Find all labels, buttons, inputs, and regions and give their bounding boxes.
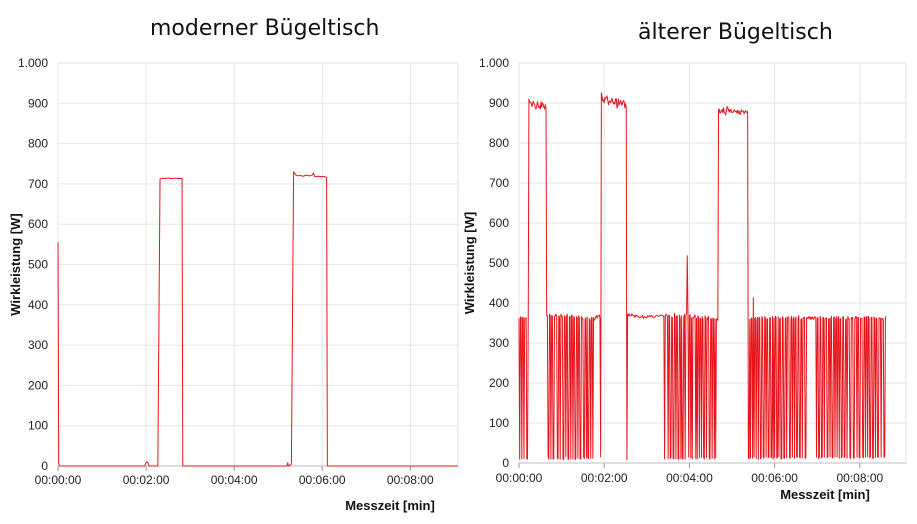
y-tick-label-left: 200 [28, 378, 48, 392]
y-axis-label-left: Wirkleistung [W] [8, 213, 23, 315]
y-tick-label-right: 700 [489, 176, 509, 190]
y-tick-label-left: 800 [28, 137, 48, 151]
y-tick-label-left: 300 [28, 338, 48, 352]
y-tick-label-left: 900 [28, 96, 48, 110]
x-axis-label-left: Messzeit [min] [345, 498, 435, 513]
chart-right: 0 100 200 300 400 500 600 700 800 900 1.000 00:00:0… [462, 56, 907, 502]
y-tick-label-right: 300 [489, 336, 509, 350]
y-tick-label-right: 900 [489, 96, 509, 110]
x-tick-label-left: 00:04:00 [211, 473, 258, 487]
y-tick-label-right: 0 [502, 456, 509, 470]
y-tick-label-left: 0 [41, 459, 48, 473]
y-tick-label-right: 600 [489, 216, 509, 230]
y-tick-label-left: 700 [28, 177, 48, 191]
y-tick-label-right: 100 [489, 416, 509, 430]
y-tick-label-left: 500 [28, 258, 48, 272]
x-tick-label-left: 00:00:00 [35, 473, 82, 487]
x-tick-label-left: 00:06:00 [299, 473, 346, 487]
y-tick-label-left: 600 [28, 217, 48, 231]
y-tick-label-right: 400 [489, 296, 509, 310]
y-tick-label-left: 400 [28, 298, 48, 312]
x-axis-label-right: Messzeit [min] [780, 487, 870, 502]
y-tick-label-right: 1.000 [479, 56, 509, 70]
x-tick-label-right: 00:06:00 [751, 471, 798, 485]
x-tick-label-right: 00:02:00 [581, 471, 628, 485]
x-tick-label-left: 00:08:00 [387, 473, 434, 487]
x-tick-label-left: 00:02:00 [123, 473, 170, 487]
y-tick-label-left: 1.000 [18, 56, 48, 70]
chart-title-right: älterer Bügeltisch [638, 20, 833, 45]
x-tick-label-right: 00:04:00 [666, 471, 713, 485]
x-tick-label-right: 00:08:00 [836, 471, 883, 485]
x-tick-label-right: 00:00:00 [496, 471, 543, 485]
series-line-right [518, 92, 887, 461]
y-tick-label-right: 200 [489, 376, 509, 390]
chart-left: 0 100 200 300 400 500 600 700 800 900 1.000 00:00:0… [8, 56, 459, 513]
series-line-left [57, 171, 458, 467]
y-axis-label-right: Wirkleistung [W] [462, 212, 477, 314]
y-tick-label-right: 500 [489, 256, 509, 270]
y-tick-label-left: 100 [28, 419, 48, 433]
chart-title-left: moderner Bügeltisch [150, 16, 380, 41]
y-tick-label-right: 800 [489, 136, 509, 150]
